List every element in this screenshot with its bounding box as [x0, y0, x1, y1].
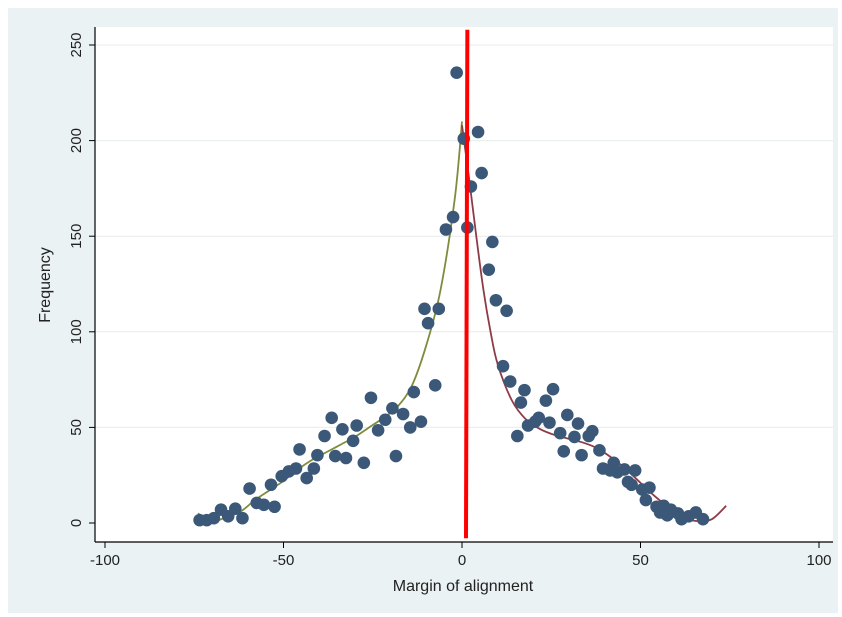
y-tick-label: 0: [68, 519, 85, 527]
y-tick-label: 150: [68, 224, 85, 249]
data-point: [418, 302, 431, 316]
data-point: [243, 482, 256, 495]
axes: [94, 27, 833, 543]
data-point: [300, 471, 314, 485]
data-point: [293, 443, 306, 456]
data-point: [236, 511, 249, 525]
data-point: [628, 464, 642, 477]
data-point: [500, 304, 513, 318]
data-point: [403, 421, 417, 434]
data-point: [350, 419, 363, 432]
data-point: [518, 383, 531, 397]
data-point: [607, 456, 621, 470]
data-point: [439, 223, 453, 236]
data-point: [378, 413, 392, 427]
data-point: [328, 449, 342, 463]
data-point: [336, 423, 349, 436]
data-point: [318, 429, 331, 443]
data-point: [625, 478, 638, 492]
cutoff-line: [464, 29, 470, 539]
data-point: [643, 481, 656, 494]
plot-area: [95, 27, 833, 542]
x-tick-label: 100: [806, 552, 831, 569]
data-point: [257, 498, 271, 512]
x-tick-label: -50: [273, 552, 295, 569]
data-point: [207, 511, 221, 525]
data-point: [339, 451, 353, 465]
data-point: [586, 424, 599, 438]
data-point: [432, 302, 446, 316]
x-tick-label: 0: [458, 552, 466, 569]
data-point: [371, 423, 385, 437]
data-point: [307, 462, 321, 475]
data-point: [561, 408, 574, 422]
data-point: [482, 263, 496, 276]
data-point: [268, 500, 281, 514]
data-point: [543, 416, 556, 429]
data-point: [546, 382, 560, 396]
data-point: [421, 316, 435, 330]
tick-marks: -100 -50 0 50 100 0 50 100 150 200 250: [68, 32, 832, 569]
data-point: [414, 415, 428, 428]
data-point: [471, 125, 485, 139]
data-point: [503, 375, 517, 388]
data-point: [264, 478, 278, 492]
data-point: [553, 426, 567, 440]
y-tick-label: 250: [68, 32, 85, 57]
data-point: [289, 462, 303, 475]
x-axis-title: Margin of alignment: [393, 578, 534, 595]
data-point: [407, 385, 421, 399]
data-point: [389, 449, 403, 463]
data-point: [428, 379, 442, 392]
data-point: [386, 401, 399, 415]
cutoff-line-group: [464, 29, 470, 539]
data-point: [396, 407, 410, 421]
x-tick-label: -100: [90, 552, 120, 569]
data-point: [357, 456, 371, 470]
data-point: [514, 396, 528, 409]
data-point: [489, 293, 503, 307]
data-point: [618, 463, 631, 476]
data-point: [364, 391, 378, 405]
data-point: [532, 411, 546, 425]
data-point: [446, 210, 460, 224]
data-point: [346, 434, 360, 448]
data-point: [511, 429, 524, 443]
data-point: [571, 417, 585, 430]
y-tick-label: 50: [68, 419, 85, 436]
data-points: [193, 66, 710, 527]
data-point: [575, 448, 588, 462]
data-point: [639, 493, 653, 507]
y-tick-label: 100: [68, 319, 85, 344]
data-point: [539, 394, 553, 407]
data-point: [557, 445, 571, 458]
data-point: [450, 66, 463, 80]
data-point: [311, 448, 324, 462]
data-point: [325, 411, 338, 425]
y-tick-label: 200: [68, 128, 85, 153]
data-point: [496, 359, 510, 373]
data-point: [475, 166, 488, 180]
data-point: [593, 444, 606, 457]
data-point: [229, 502, 242, 515]
data-point: [696, 512, 710, 526]
x-tick-label: 50: [632, 552, 649, 569]
data-point: [486, 235, 499, 249]
y-axis-title: Frequency: [37, 247, 54, 323]
fit-line-left: [197, 121, 463, 523]
data-point: [568, 430, 581, 444]
